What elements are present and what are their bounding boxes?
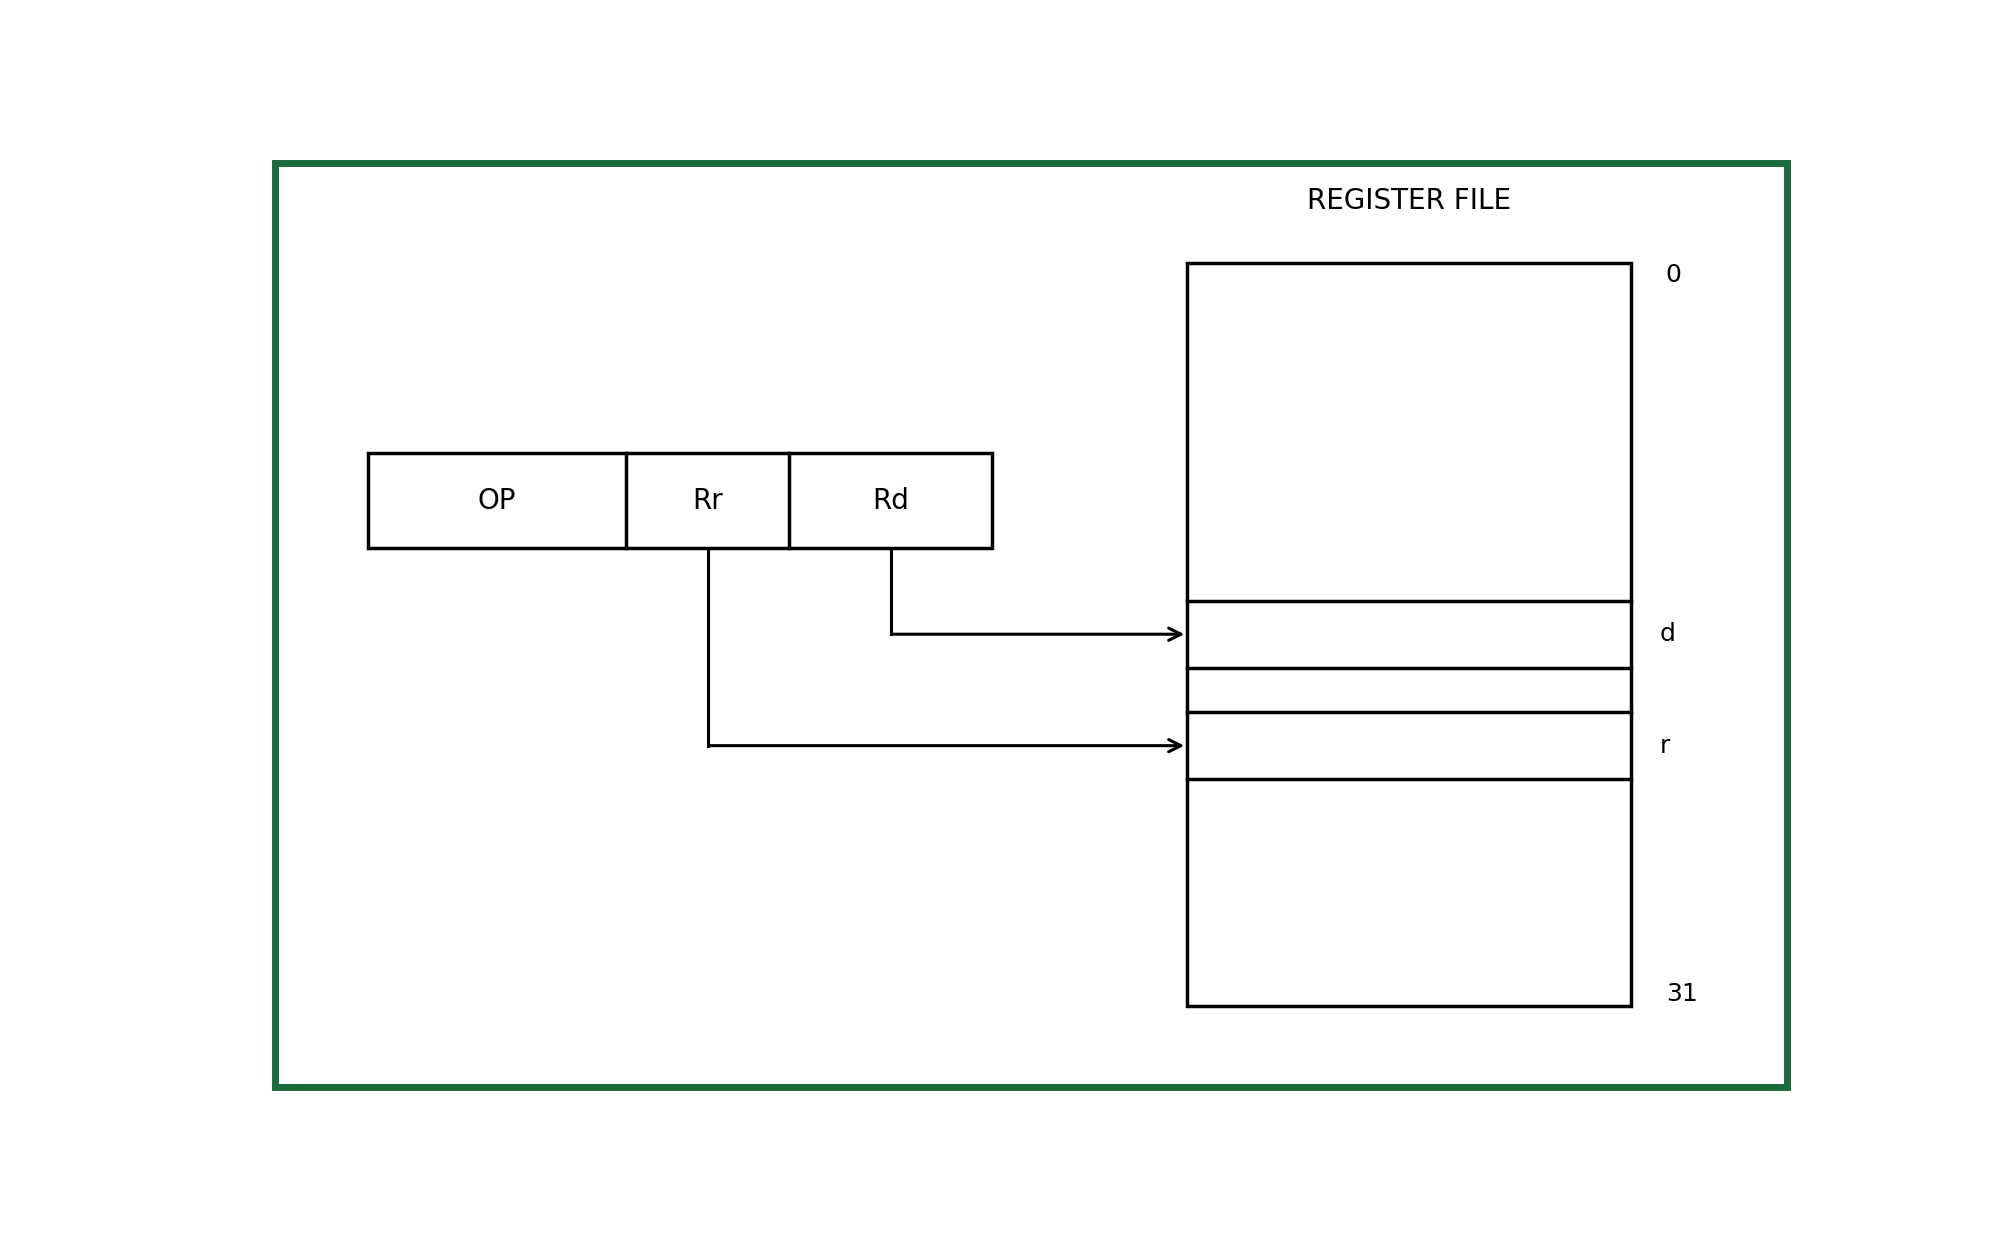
Text: REGISTER FILE: REGISTER FILE [1308,187,1511,215]
Text: Rd: Rd [873,487,909,515]
Bar [368,453,992,548]
Text: r: r [1660,734,1670,757]
Text: 0: 0 [1666,262,1682,287]
Text: 31: 31 [1666,982,1698,1006]
Text: OP: OP [477,487,517,515]
Bar [1187,262,1632,1006]
Text: Rr: Rr [692,487,722,515]
FancyBboxPatch shape [276,163,1787,1086]
Text: d: d [1660,622,1676,646]
